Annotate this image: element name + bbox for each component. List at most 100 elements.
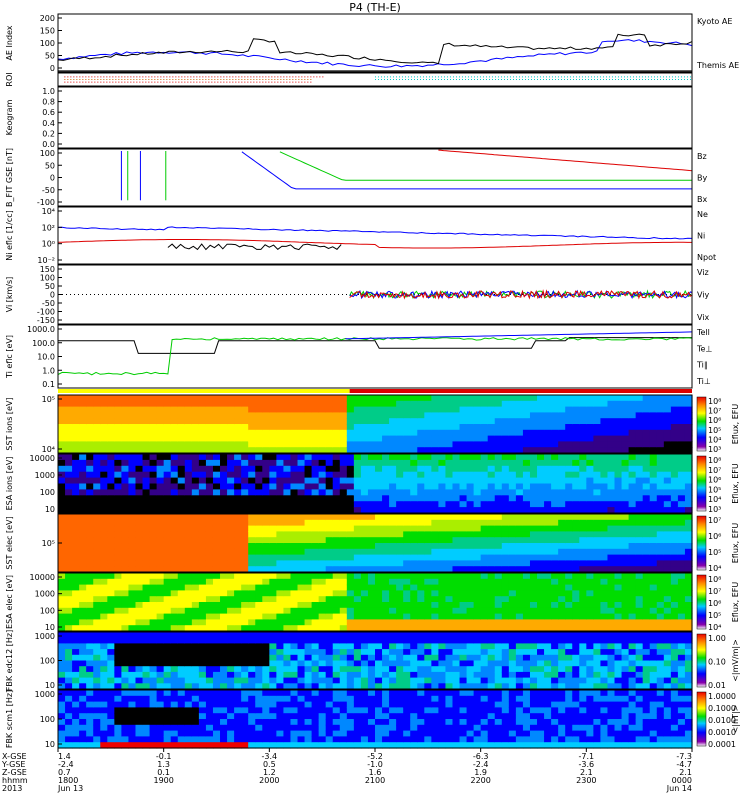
heat-cell: [367, 619, 376, 626]
heat-cell: [445, 560, 454, 567]
heat-cell: [353, 525, 362, 532]
heat-cell: [508, 514, 517, 521]
heat-cell: [353, 447, 362, 454]
heat-cell: [621, 435, 630, 442]
heat-cell: [269, 489, 277, 496]
heat-cell: [332, 619, 341, 626]
heat-cell: [198, 666, 207, 673]
heat-cell: [382, 465, 390, 473]
heat-cell: [410, 607, 418, 615]
heat-cell: [100, 695, 108, 703]
heat-cell: [663, 660, 672, 667]
heat-cell: [515, 660, 524, 667]
heat-cell: [304, 501, 313, 508]
series-line: [57, 226, 693, 240]
heat-cell: [241, 666, 249, 673]
heat-cell: [579, 683, 587, 690]
heat-cell: [248, 501, 256, 508]
heat-cell: [318, 637, 327, 644]
heat-cell: [614, 489, 623, 496]
heat-cell: [128, 424, 137, 431]
heat-cell: [262, 560, 270, 567]
heat-cell: [656, 459, 665, 467]
heat-cell: [360, 613, 369, 620]
heat-cell: [649, 519, 658, 527]
heat-cell: [438, 619, 447, 626]
heat-cell: [410, 531, 418, 538]
heat-cell: [121, 724, 130, 732]
heat-cell: [184, 531, 193, 538]
heat-cell: [642, 531, 651, 538]
heat-cell: [212, 477, 221, 485]
heat-cell: [128, 690, 137, 697]
heat-cell: [227, 489, 235, 496]
heat-cell: [339, 677, 348, 684]
heat-cell: [346, 566, 355, 573]
heat-cell: [156, 501, 165, 508]
heat-cell: [142, 441, 151, 448]
heat-cell: [459, 400, 468, 408]
heat-cell: [452, 501, 461, 508]
heat-cell: [234, 483, 242, 490]
heat-cell: [332, 441, 341, 448]
y-axis-label: Ni eflc [1/cc]: [5, 210, 14, 260]
heat-cell: [635, 683, 644, 690]
heat-cell: [389, 441, 397, 448]
heat-cell: [473, 501, 482, 508]
heat-cell: [304, 435, 313, 442]
heat-cell: [586, 660, 594, 667]
heat-cell: [156, 459, 165, 467]
heat-cell: [170, 531, 179, 538]
heat-cell: [58, 501, 66, 508]
heat-cell: [227, 736, 235, 743]
heat-cell: [184, 590, 193, 597]
heat-cell: [684, 683, 693, 690]
heat-cell: [565, 666, 573, 673]
heat-cell: [227, 507, 235, 514]
heat-cell: [515, 406, 524, 413]
heat-cell: [311, 573, 320, 580]
heat-cell: [684, 507, 693, 514]
heat-cell: [501, 406, 510, 413]
heat-cell: [72, 465, 80, 473]
heat-cell: [537, 619, 545, 626]
heat-cell: [353, 625, 362, 632]
heat-cell: [572, 514, 580, 521]
heat-cell: [220, 507, 228, 514]
heat-cell: [459, 596, 468, 603]
heat-cell: [431, 643, 439, 650]
heat-cell: [382, 683, 390, 690]
heat-cell: [198, 548, 207, 556]
heat-cell: [353, 543, 362, 550]
heat-cell: [452, 418, 461, 425]
heat-cell: [128, 637, 137, 644]
heat-cell: [142, 730, 151, 737]
heat-cell: [241, 406, 249, 413]
heat-cell: [58, 690, 66, 697]
heat-cell: [558, 519, 566, 527]
heat-cell: [445, 471, 454, 479]
heat-cell: [227, 495, 235, 502]
heat-cell: [107, 418, 115, 425]
heat-cell: [360, 465, 369, 473]
heat-cell: [318, 447, 327, 454]
heat-cell: [600, 424, 609, 431]
heat-cell: [396, 519, 404, 527]
heat-cell: [100, 637, 108, 644]
heat-cell: [431, 489, 439, 496]
heat-cell: [452, 649, 461, 656]
heat-cell: [565, 489, 573, 496]
heat-cell: [466, 471, 475, 479]
heat-cell: [480, 424, 489, 431]
heat-cell: [684, 554, 693, 561]
heat-cell: [248, 441, 256, 448]
heat-cell: [325, 525, 334, 532]
heat-cell: [431, 637, 439, 644]
heat-cell: [424, 537, 432, 544]
heat-cell: [459, 471, 468, 479]
heat-cell: [283, 637, 292, 644]
heat-cell: [198, 514, 207, 521]
heat-cell: [515, 637, 524, 644]
heat-cell: [339, 554, 348, 561]
heat-cell: [635, 677, 644, 684]
